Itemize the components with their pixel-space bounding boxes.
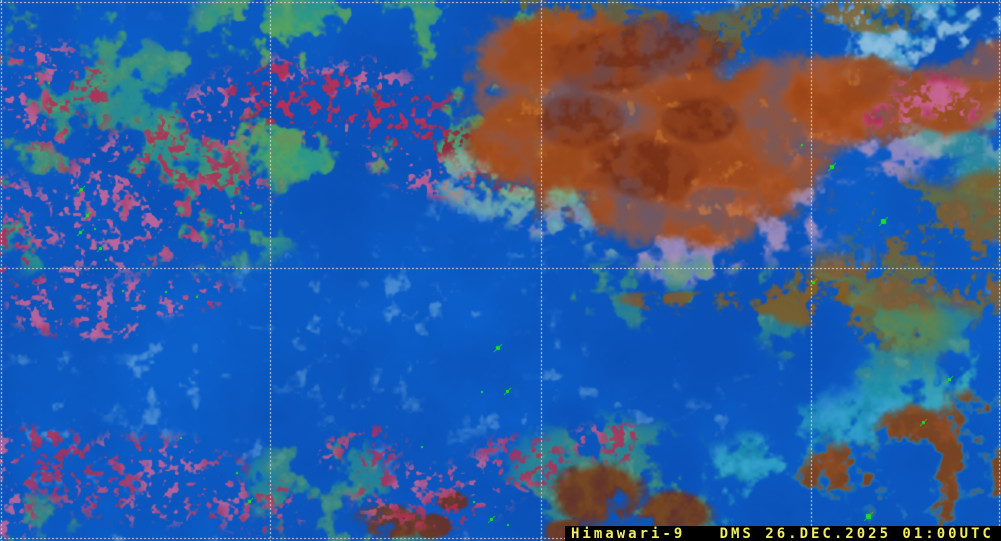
- caption-bar: Himawari-9 DMS 26.DEC.2025 01:00UTC: [565, 526, 1001, 541]
- caption-text: Himawari-9 DMS 26.DEC.2025 01:00UTC: [571, 525, 994, 541]
